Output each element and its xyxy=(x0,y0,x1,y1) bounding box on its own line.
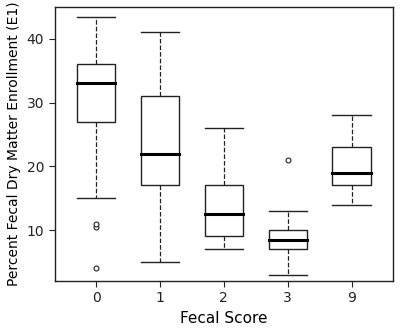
FancyBboxPatch shape xyxy=(268,230,307,249)
FancyBboxPatch shape xyxy=(332,147,371,185)
X-axis label: Fecal Score: Fecal Score xyxy=(180,311,268,326)
FancyBboxPatch shape xyxy=(205,185,243,236)
FancyBboxPatch shape xyxy=(141,96,179,185)
FancyBboxPatch shape xyxy=(77,64,115,122)
Y-axis label: Percent Fecal Dry Matter Enrollment (E1): Percent Fecal Dry Matter Enrollment (E1) xyxy=(7,2,21,286)
